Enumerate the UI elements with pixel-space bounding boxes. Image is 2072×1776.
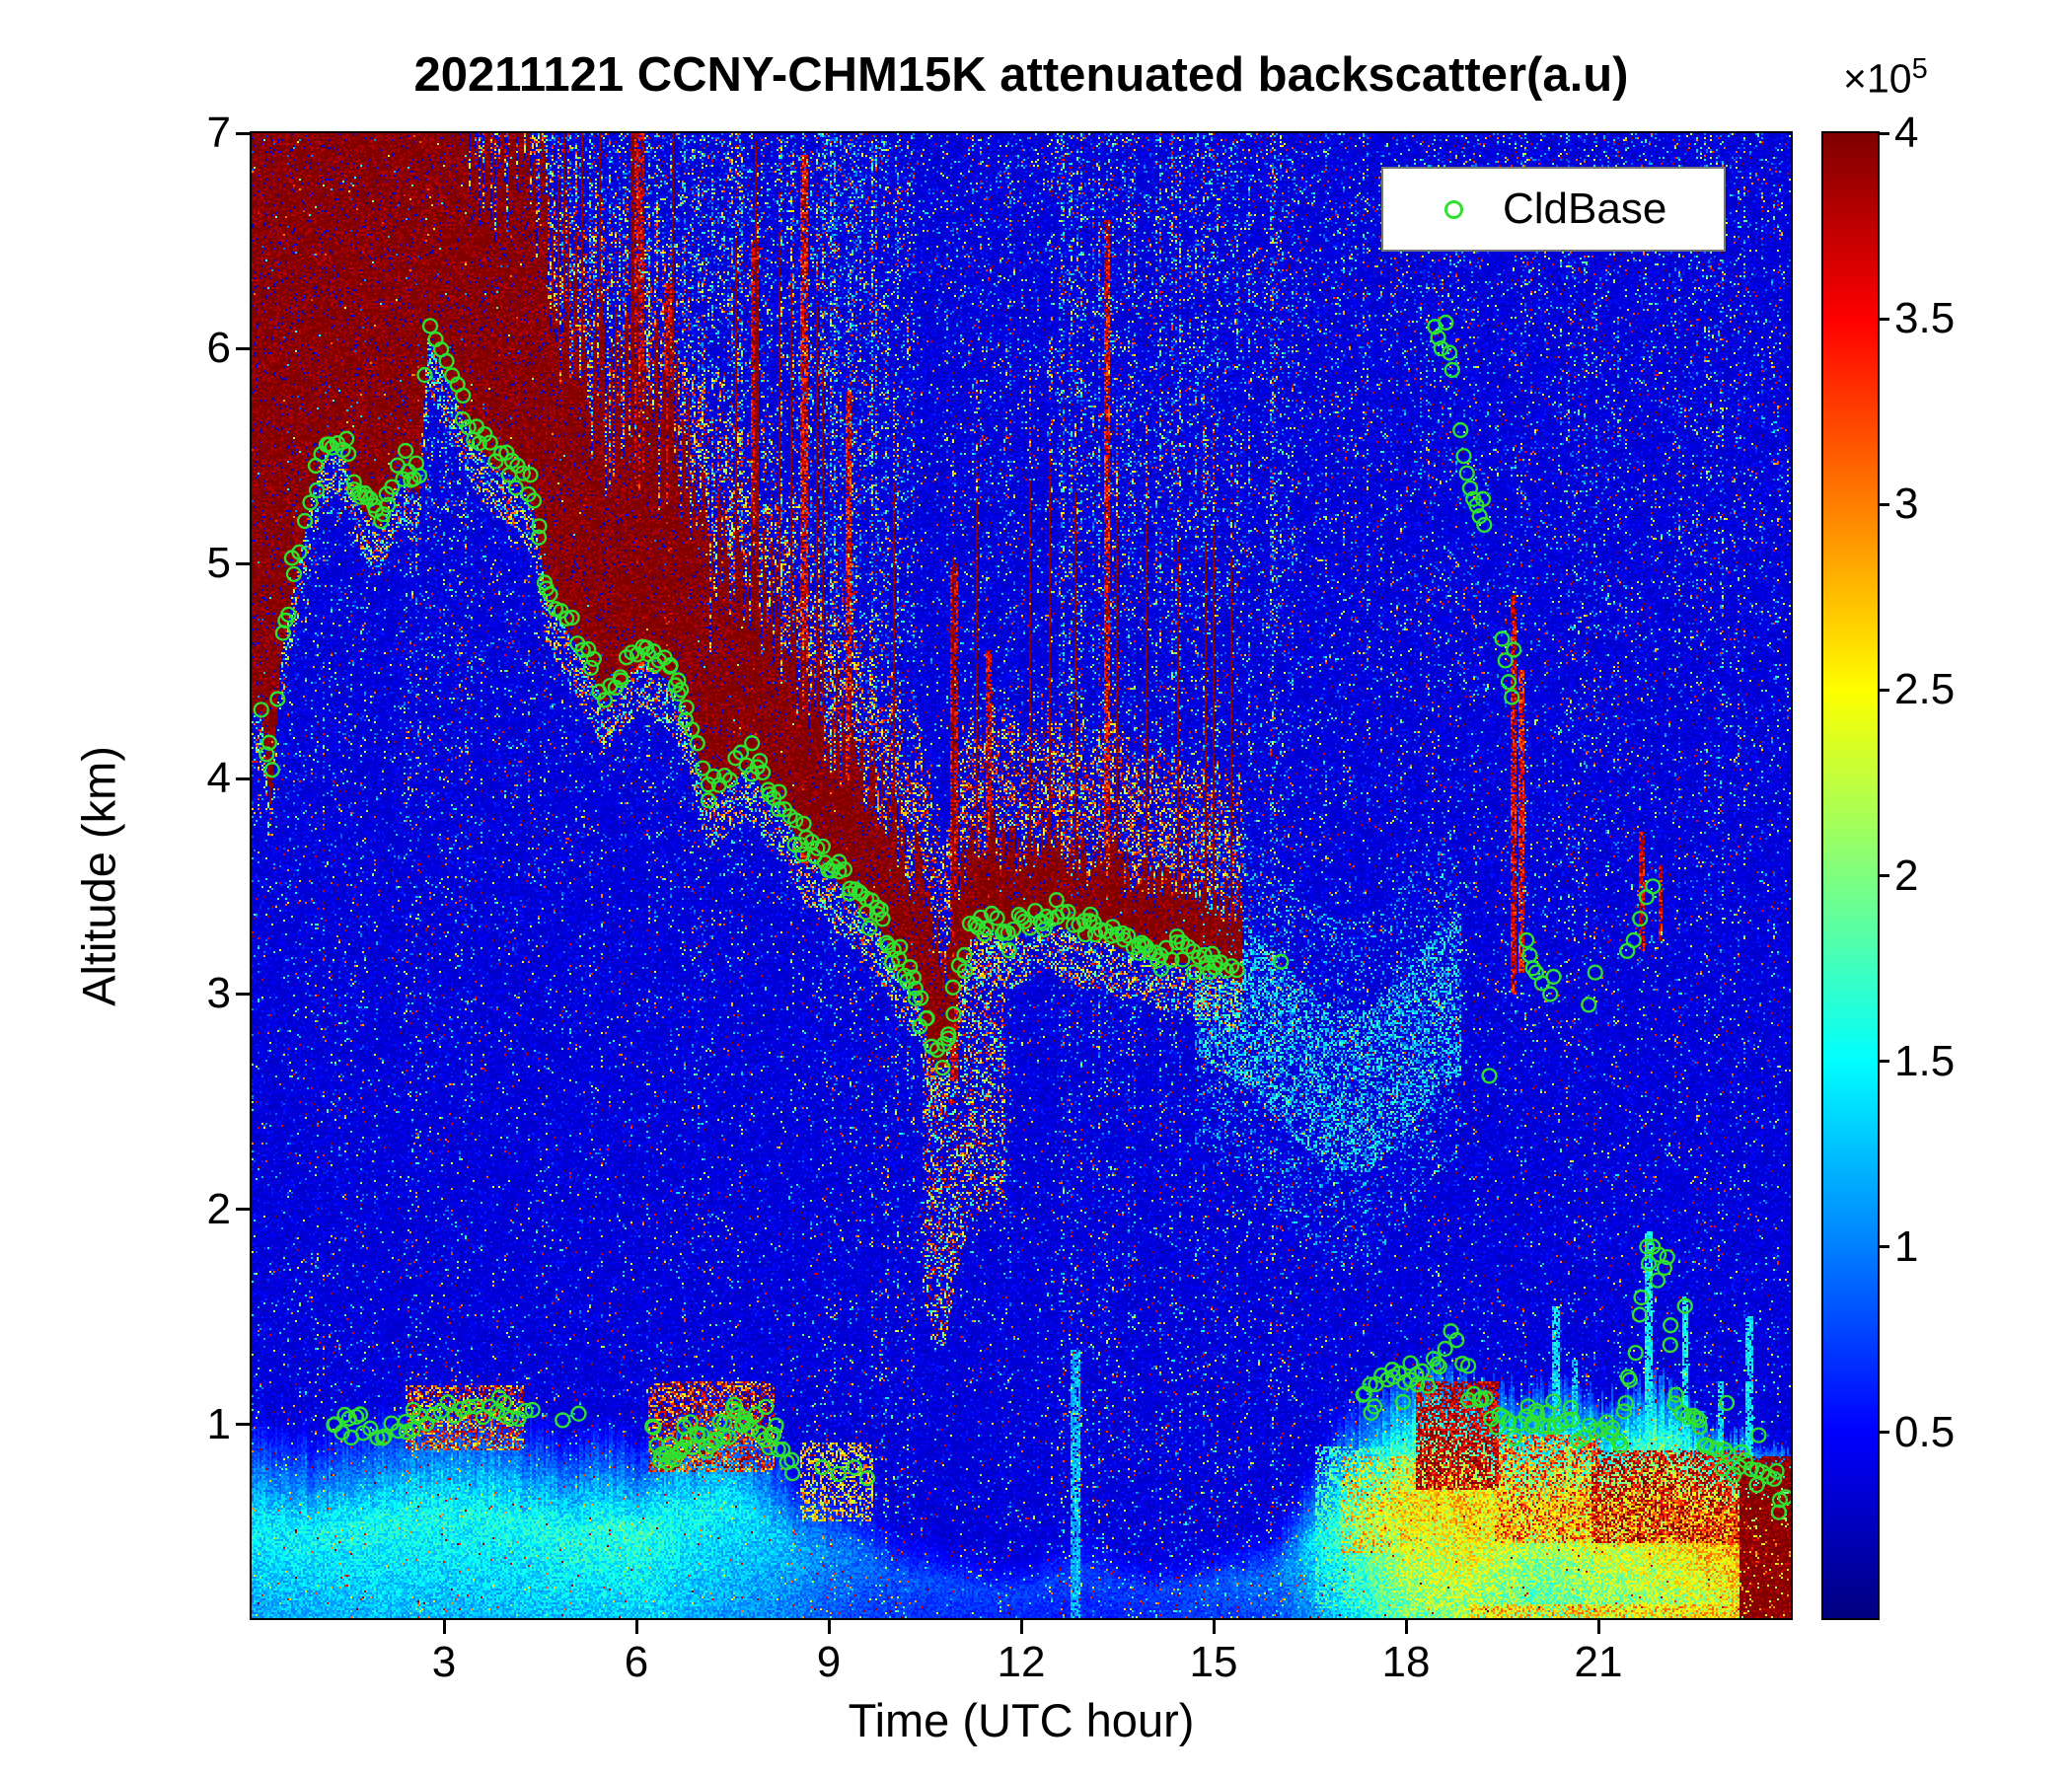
y-axis-label: Altitude (km) — [72, 746, 125, 1006]
x-tick-mark — [442, 1620, 446, 1634]
colorbar-tick-mark — [1878, 502, 1889, 506]
legend: CldBase — [1381, 167, 1726, 252]
colorbar-canvas — [1823, 133, 1878, 1618]
colorbar-tick-mark — [1878, 874, 1889, 877]
y-tick-mark — [236, 346, 250, 350]
colorbar-exponent-label: ×105 — [1843, 53, 1928, 103]
exponent-value: 5 — [1911, 53, 1928, 85]
colorbar-tick-mark — [1878, 317, 1889, 321]
x-tick-label: 6 — [624, 1638, 649, 1686]
x-tick-mark — [1596, 1620, 1600, 1634]
colorbar — [1821, 131, 1880, 1620]
colorbar-tick-mark — [1878, 1060, 1889, 1064]
y-tick-mark — [236, 1423, 250, 1427]
exponent-mantissa: ×10 — [1843, 55, 1912, 102]
colorbar-tick-label: 2.5 — [1894, 665, 1956, 714]
colorbar-tick-label: 1 — [1894, 1221, 1919, 1271]
colorbar-tick-mark — [1878, 1245, 1889, 1249]
x-tick-label: 12 — [997, 1638, 1046, 1686]
x-axis-label: Time (UTC hour) — [848, 1694, 1195, 1746]
x-tick-mark — [1019, 1620, 1023, 1634]
heatmap-canvas — [252, 133, 1791, 1618]
y-tick-mark — [236, 777, 250, 780]
y-tick-mark — [236, 992, 250, 996]
y-tick-label: 6 — [206, 324, 231, 373]
colorbar-tick-label: 3 — [1894, 480, 1919, 529]
x-tick-mark — [634, 1620, 638, 1634]
y-tick-mark — [236, 561, 250, 565]
colorbar-tick-label: 4 — [1894, 109, 1919, 157]
x-tick-mark — [827, 1620, 831, 1634]
y-tick-label: 3 — [206, 969, 231, 1018]
y-tick-label: 2 — [206, 1184, 231, 1233]
chart-title: 20211121 CCNY-CHM15K attenuated backscat… — [413, 48, 1629, 102]
y-tick-label: 7 — [206, 109, 231, 157]
colorbar-tick-label: 3.5 — [1894, 294, 1956, 343]
colorbar-tick-mark — [1878, 1431, 1889, 1435]
y-tick-mark — [236, 1208, 250, 1212]
x-tick-mark — [1212, 1620, 1216, 1634]
plot-area: CldBase — [250, 131, 1793, 1620]
colorbar-tick-label: 0.5 — [1894, 1407, 1956, 1456]
colorbar-tick-mark — [1878, 131, 1889, 135]
y-tick-label: 4 — [206, 754, 231, 803]
y-tick-label: 5 — [206, 539, 231, 588]
cldbase-marker-icon — [1444, 199, 1463, 219]
colorbar-tick-mark — [1878, 688, 1889, 692]
y-tick-label: 1 — [206, 1399, 231, 1448]
x-tick-label: 18 — [1381, 1638, 1431, 1686]
y-tick-mark — [236, 131, 250, 135]
x-tick-label: 3 — [431, 1638, 457, 1686]
x-tick-label: 21 — [1574, 1638, 1623, 1686]
x-tick-label: 9 — [816, 1638, 842, 1686]
x-tick-label: 15 — [1189, 1638, 1238, 1686]
colorbar-tick-label: 1.5 — [1894, 1036, 1956, 1085]
legend-label: CldBase — [1503, 185, 1667, 233]
x-tick-mark — [1404, 1620, 1408, 1634]
colorbar-tick-label: 2 — [1894, 851, 1919, 900]
